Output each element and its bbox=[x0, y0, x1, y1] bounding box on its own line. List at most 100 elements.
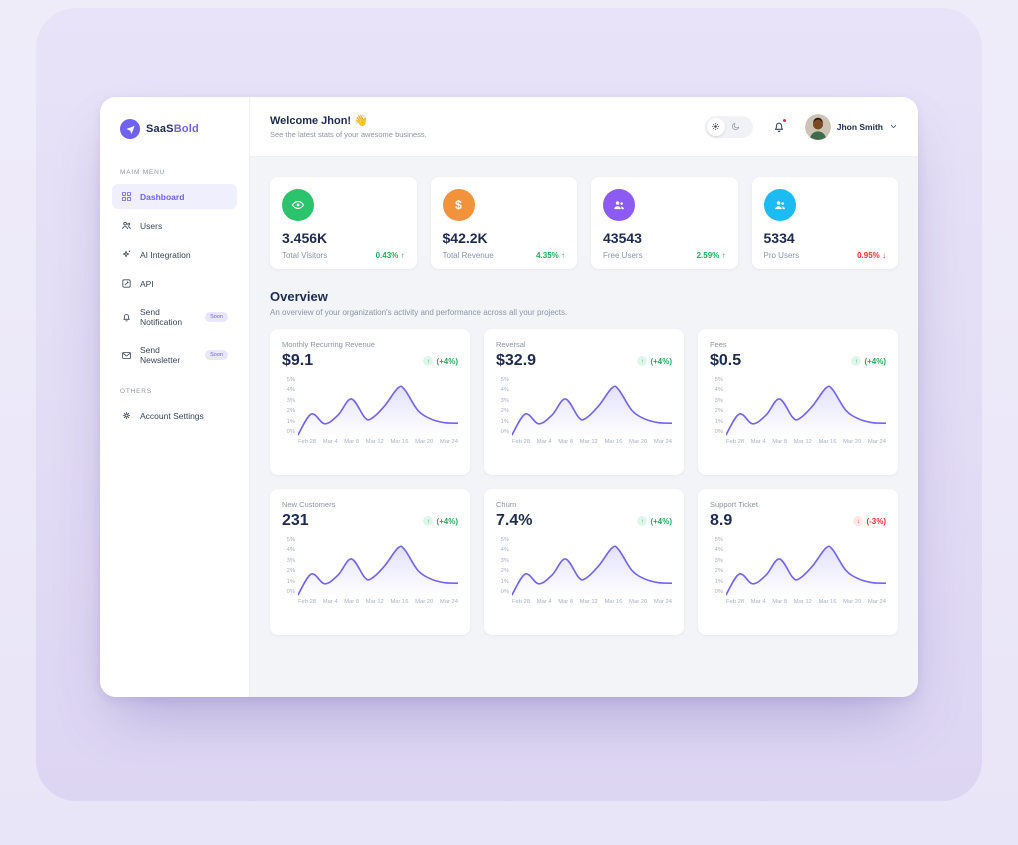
stat-change: 0.95% ↓ bbox=[857, 251, 886, 260]
x-axis-labels: Feb 28 Mar 4 Mar 8 Mar 12 Mar 16 Mar 20 Mar 24 bbox=[726, 599, 886, 605]
stat-card-total-visitors: 3.456K Total Visitors 0.43% ↑ bbox=[270, 177, 417, 269]
up-arrow-icon: ↑ bbox=[561, 251, 565, 260]
dollar-icon: $ bbox=[442, 189, 475, 221]
sidebar-section-others-label: OTHERS bbox=[120, 388, 152, 395]
chart-card-fees: Fees $0.5 ↑ (+4%) 5% 4% 3% 2% 1% 0% Feb 28 Mar … bbox=[698, 329, 898, 475]
overview-header: Overview An overview of your organizatio… bbox=[270, 289, 898, 317]
users-group-icon bbox=[603, 189, 635, 221]
chart-card-reversal: Reversal $32.9 ↑ (+4%) 5% 4% 3% 2% 1% 0% Feb 2… bbox=[484, 329, 684, 475]
stat-label: Pro Users bbox=[763, 251, 800, 260]
avatar bbox=[804, 113, 831, 140]
down-arrow-icon: ↓ bbox=[853, 516, 864, 526]
user-menu[interactable]: Jhon Smith bbox=[804, 113, 898, 140]
chart-value: $9.1 bbox=[282, 352, 314, 369]
trend-badge: ↑ (+4%) bbox=[423, 516, 458, 526]
app-window: SaaSBold MAIM MENU Dashboard Users AI In… bbox=[100, 97, 918, 697]
topbar-controls: Jhon Smith bbox=[704, 113, 898, 141]
sidebar-item-label: AI Integration bbox=[140, 249, 191, 260]
sidebar-item-ai-integration[interactable]: AI Integration bbox=[112, 242, 237, 267]
chart-title: Churn bbox=[496, 500, 517, 509]
grid-icon bbox=[121, 191, 132, 202]
chart-value: 231 bbox=[282, 512, 309, 529]
sun-icon bbox=[706, 117, 725, 136]
stat-label: Free Users bbox=[603, 251, 643, 260]
brand-name: SaaSBold bbox=[146, 123, 199, 135]
users-group-icon bbox=[763, 189, 796, 221]
trend-badge: ↑ (+4%) bbox=[637, 356, 672, 366]
sidebar-section-main-label: MAIM MENU bbox=[120, 169, 166, 176]
y-axis-labels: 5% 4% 3% 2% 1% 0% bbox=[714, 377, 723, 436]
moon-icon bbox=[727, 118, 745, 136]
sidebar-item-send-newsletter[interactable]: Send Newsletter Soon bbox=[112, 338, 237, 372]
chart-title: New Customers bbox=[282, 500, 336, 509]
trend-badge: ↑ (+4%) bbox=[423, 356, 458, 366]
stat-value: $42.2K bbox=[442, 230, 488, 246]
bell-icon bbox=[123, 313, 130, 321]
up-arrow-icon: ↑ bbox=[721, 251, 726, 260]
page-subtitle: See the latest stats of your awesome bus… bbox=[270, 130, 427, 139]
line-chart bbox=[512, 545, 672, 596]
trend-badge: ↓ (-3%) bbox=[853, 516, 886, 526]
x-axis-labels: Feb 28 Mar 4 Mar 8 Mar 12 Mar 16 Mar 20 Mar 24 bbox=[298, 599, 458, 605]
main-panel: 3.456K Total Visitors 0.43% ↑ $ $42.2K T… bbox=[250, 157, 918, 697]
sidebar-item-label: API bbox=[140, 278, 154, 289]
brand-logo[interactable]: SaaSBold bbox=[100, 97, 249, 155]
chart-title: Fees bbox=[710, 340, 727, 349]
up-arrow-icon: ↑ bbox=[851, 356, 862, 366]
stat-label: Total Visitors bbox=[282, 251, 328, 260]
eye-icon bbox=[282, 189, 314, 221]
chart-card-support-ticket: Support Ticket 8.9 ↓ (-3%) 5% 4% 3% 2% 1% 0% F… bbox=[698, 489, 898, 635]
section-subtitle: An overview of your organization's activ… bbox=[270, 308, 568, 317]
topbar: Welcome Jhon! 👋 See the latest stats of … bbox=[250, 97, 918, 157]
y-axis-labels: 5% 4% 3% 2% 1% 0% bbox=[500, 537, 509, 596]
up-arrow-icon: ↑ bbox=[637, 356, 648, 366]
page-title: Welcome Jhon! 👋 bbox=[270, 115, 368, 127]
stat-change: 0.43% ↑ bbox=[375, 251, 405, 260]
chevron-down-icon bbox=[890, 124, 897, 129]
y-axis-labels: 5% 4% 3% 2% 1% 0% bbox=[286, 377, 295, 436]
line-chart bbox=[298, 385, 458, 436]
x-axis-labels: Feb 28 Mar 4 Mar 8 Mar 12 Mar 16 Mar 20 Mar 24 bbox=[512, 599, 672, 605]
sidebar-item-send-notification[interactable]: Send Notification Soon bbox=[112, 300, 237, 334]
sidebar-item-label: Account Settings bbox=[140, 410, 204, 421]
sidebar-item-users[interactable]: Users bbox=[112, 213, 237, 238]
brand-logo-icon bbox=[120, 119, 140, 139]
bell-icon bbox=[774, 122, 783, 132]
up-arrow-icon: ↑ bbox=[423, 356, 434, 366]
line-chart bbox=[726, 385, 886, 436]
notification-dot bbox=[781, 117, 787, 123]
stats-grid: 3.456K Total Visitors 0.43% ↑ $ $42.2K T… bbox=[270, 177, 898, 269]
chart-title: Monthly Recurring Revenue bbox=[282, 340, 375, 349]
stat-value: 5334 bbox=[763, 230, 795, 246]
user-name: Jhon Smith bbox=[836, 121, 883, 132]
sidebar-item-api[interactable]: API bbox=[112, 271, 237, 296]
mail-icon bbox=[122, 351, 131, 359]
y-axis-labels: 5% 4% 3% 2% 1% 0% bbox=[286, 537, 295, 596]
chart-title: Reversal bbox=[496, 340, 526, 349]
sidebar-item-label: Send Notification bbox=[140, 307, 183, 327]
api-icon bbox=[122, 279, 131, 288]
trend-badge: ↑ (+4%) bbox=[851, 356, 886, 366]
stat-value: 3.456K bbox=[282, 230, 328, 246]
sparkles-icon bbox=[122, 250, 131, 258]
chart-value: 7.4% bbox=[496, 512, 533, 529]
x-axis-labels: Feb 28 Mar 4 Mar 8 Mar 12 Mar 16 Mar 20 Mar 24 bbox=[726, 439, 886, 445]
sidebar-item-dashboard[interactable]: Dashboard bbox=[112, 184, 237, 209]
trend-badge: ↑ (+4%) bbox=[637, 516, 672, 526]
up-arrow-icon: ↑ bbox=[637, 516, 648, 526]
theme-toggle[interactable] bbox=[704, 115, 753, 138]
chart-value: $32.9 bbox=[496, 352, 537, 369]
sidebar-item-label: Dashboard bbox=[140, 191, 185, 202]
chart-card-new-customers: New Customers 231 ↑ (+4%) 5% 4% 3% 2% 1% 0% Fe… bbox=[270, 489, 470, 635]
line-chart bbox=[298, 545, 458, 596]
chart-card-monthly-recurring-revenue: Monthly Recurring Revenue $9.1 ↑ (+4%) 5%… bbox=[270, 329, 470, 475]
sidebar-item-label: Send Newsletter bbox=[140, 345, 181, 365]
sidebar-item-account-settings[interactable]: Account Settings bbox=[112, 403, 237, 428]
notifications-button[interactable] bbox=[765, 113, 793, 141]
x-axis-labels: Feb 28 Mar 4 Mar 8 Mar 12 Mar 16 Mar 20 Mar 24 bbox=[512, 439, 672, 445]
chart-value: $0.5 bbox=[710, 352, 742, 369]
stat-card-total-revenue: $ $42.2K Total Revenue 4.35% ↑ bbox=[430, 177, 577, 269]
chart-card-churn: Churn 7.4% ↑ (+4%) 5% 4% 3% 2% 1% 0% Feb 28 Mar… bbox=[484, 489, 684, 635]
chart-value: 8.9 bbox=[710, 512, 733, 529]
users-icon bbox=[122, 221, 131, 230]
